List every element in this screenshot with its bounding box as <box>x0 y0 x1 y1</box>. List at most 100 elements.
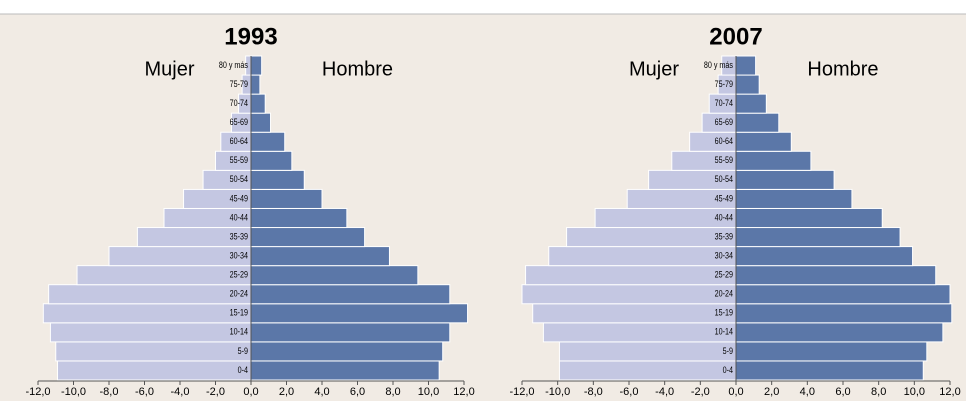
bar <box>250 246 390 267</box>
category-label: 80 y más <box>704 60 733 70</box>
category-label: 50-54 <box>715 175 734 185</box>
bar <box>558 341 737 362</box>
bar <box>250 150 293 171</box>
category-label: 25-29 <box>230 270 249 280</box>
bar <box>735 93 767 114</box>
x-tick-label: 0,0 <box>728 386 743 398</box>
category-label: 15-19 <box>715 308 734 318</box>
category-label: 30-34 <box>230 251 249 261</box>
category-label: 55-59 <box>230 155 249 165</box>
bar <box>735 207 883 229</box>
bar <box>521 284 737 305</box>
category-label: 45-49 <box>715 194 734 204</box>
category-label: 80 y más <box>219 60 248 70</box>
bar <box>250 112 272 133</box>
bar <box>250 360 440 381</box>
bar <box>250 74 261 95</box>
bar <box>250 131 286 152</box>
x-tick-label: 8,0 <box>385 386 400 398</box>
category-label: 50-54 <box>230 175 249 185</box>
bar <box>525 265 737 286</box>
category-label: 30-34 <box>715 251 734 261</box>
bar <box>735 112 780 133</box>
bar <box>250 93 266 114</box>
category-label: 65-69 <box>715 117 734 127</box>
bar <box>735 303 953 324</box>
category-label: 10-14 <box>230 327 249 337</box>
x-tick-label: 8,0 <box>871 386 886 398</box>
category-label: 15-19 <box>230 308 249 318</box>
x-tick-label: 6,0 <box>835 386 850 398</box>
bar <box>250 341 444 362</box>
bar <box>250 188 323 209</box>
series-label: Mujer <box>144 58 194 80</box>
category-label: 0-4 <box>723 365 734 375</box>
x-tick-label: -2,0 <box>206 386 225 398</box>
category-label: 40-44 <box>715 213 734 223</box>
category-label: 0-4 <box>238 365 249 375</box>
bar <box>42 303 252 324</box>
series-label: Mujer <box>629 58 679 80</box>
bar <box>250 207 348 229</box>
bar <box>735 227 901 248</box>
category-label: 40-44 <box>230 213 249 223</box>
category-label: 75-79 <box>715 79 734 89</box>
x-tick-label: 12,0 <box>939 386 960 398</box>
bar <box>735 284 951 305</box>
category-label: 5-9 <box>238 346 249 356</box>
bar <box>250 169 305 190</box>
x-tick-label: 0,0 <box>243 386 258 398</box>
bar <box>735 131 792 152</box>
category-label: 55-59 <box>715 155 734 165</box>
x-tick-label: -2,0 <box>691 386 710 398</box>
bar <box>76 265 252 286</box>
category-label: 65-69 <box>230 117 249 127</box>
x-tick-label: -12,0 <box>509 386 534 398</box>
bar <box>250 55 263 76</box>
x-tick-label: 10,0 <box>418 386 439 398</box>
bar <box>735 169 835 190</box>
chart-title: 1993 <box>224 23 277 50</box>
x-tick-label: 4,0 <box>800 386 815 398</box>
bar <box>548 246 737 267</box>
x-tick-label: -8,0 <box>100 386 119 398</box>
category-label: 45-49 <box>230 194 249 204</box>
x-tick-label: -12,0 <box>25 386 50 398</box>
bar <box>250 284 451 305</box>
series-label: Hombre <box>322 58 393 80</box>
x-tick-label: -4,0 <box>171 386 190 398</box>
category-label: 25-29 <box>715 270 734 280</box>
x-tick-label: 6,0 <box>350 386 365 398</box>
category-label: 20-24 <box>230 289 249 299</box>
bar <box>558 360 737 381</box>
bar <box>57 360 252 381</box>
x-tick-label: 4,0 <box>314 386 329 398</box>
bar <box>55 341 252 362</box>
bar <box>735 341 928 362</box>
x-tick-label: 2,0 <box>764 386 779 398</box>
bar <box>735 150 812 171</box>
bar <box>49 322 252 343</box>
bar <box>48 284 252 305</box>
category-label: 60-64 <box>715 136 734 146</box>
bar <box>566 227 737 248</box>
x-tick-label: 12,0 <box>453 386 474 398</box>
category-label: 75-79 <box>230 79 249 89</box>
category-label: 35-39 <box>230 232 249 242</box>
bar <box>735 265 937 286</box>
series-label: Hombre <box>807 58 878 80</box>
bar <box>735 188 853 209</box>
category-label: 5-9 <box>723 346 734 356</box>
x-tick-label: 2,0 <box>279 386 294 398</box>
bar <box>735 322 944 343</box>
bar <box>250 265 419 286</box>
x-tick-label: -8,0 <box>584 386 603 398</box>
bar <box>250 303 469 324</box>
bar <box>532 303 737 324</box>
category-label: 10-14 <box>715 327 734 337</box>
bar <box>250 322 451 343</box>
x-tick-label: 10,0 <box>904 386 925 398</box>
x-tick-label: -6,0 <box>135 386 154 398</box>
x-tick-label: -6,0 <box>620 386 639 398</box>
